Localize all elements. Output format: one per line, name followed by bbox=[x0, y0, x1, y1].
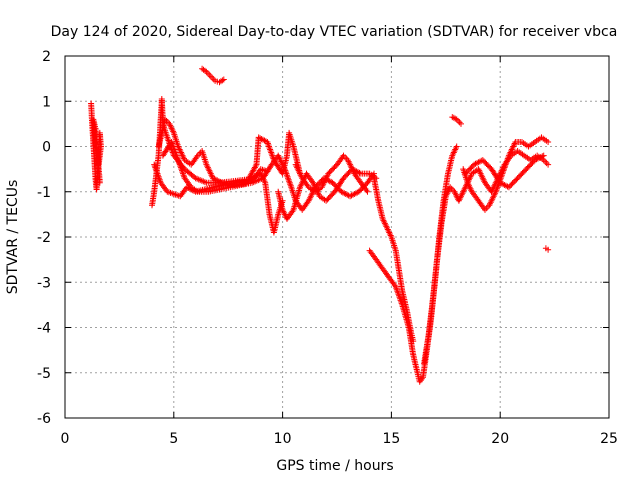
data-point bbox=[545, 246, 552, 253]
data-point bbox=[539, 153, 546, 160]
data-point bbox=[458, 120, 464, 127]
y-tick-label: -1 bbox=[37, 185, 51, 201]
y-tick-label: 1 bbox=[42, 94, 51, 110]
grid-lines bbox=[65, 56, 609, 418]
chart-title: Day 124 of 2020, Sidereal Day-to-day VTE… bbox=[51, 24, 618, 40]
y-tick-label: -3 bbox=[37, 275, 51, 291]
y-axis-label: SDTVAR / TECUs bbox=[5, 180, 21, 295]
y-tick-label: 0 bbox=[42, 140, 51, 156]
data-point bbox=[209, 74, 216, 81]
data-point bbox=[364, 188, 371, 195]
data-point bbox=[540, 152, 547, 159]
x-tick-label: 15 bbox=[382, 431, 400, 447]
y-tick-label: -2 bbox=[37, 230, 51, 246]
data-point bbox=[207, 73, 214, 80]
y-tick-label: 2 bbox=[42, 49, 51, 65]
data-point bbox=[356, 169, 363, 176]
y-tick-label: -4 bbox=[37, 321, 51, 337]
data-point bbox=[220, 76, 227, 83]
x-tick-label: 25 bbox=[600, 431, 618, 447]
data-point bbox=[456, 119, 463, 126]
data-point bbox=[545, 161, 552, 168]
data-point bbox=[545, 139, 552, 145]
data-point bbox=[252, 163, 259, 169]
x-tick-label: 10 bbox=[274, 431, 292, 447]
data-point bbox=[453, 143, 460, 150]
data-point bbox=[542, 158, 549, 165]
x-axis-label: GPS time / hours bbox=[276, 458, 393, 474]
axis-ticks: 0 5 10 15 20 25 -6 -5 -4 -3 -2 -1 0 1 2 bbox=[37, 49, 618, 447]
y-tick-label: -6 bbox=[37, 411, 51, 427]
data-point bbox=[504, 183, 511, 190]
data-points bbox=[88, 65, 552, 385]
data-point bbox=[543, 160, 550, 167]
x-tick-label: 0 bbox=[61, 431, 70, 447]
y-tick-label: -5 bbox=[37, 366, 51, 382]
data-point bbox=[96, 179, 103, 186]
x-tick-label: 20 bbox=[491, 431, 509, 447]
data-point bbox=[219, 77, 226, 84]
x-tick-label: 5 bbox=[169, 431, 178, 447]
